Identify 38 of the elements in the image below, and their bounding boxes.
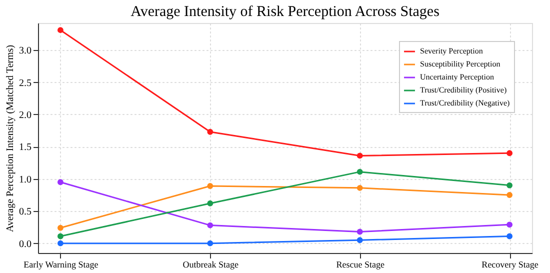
point — [356, 184, 363, 191]
point — [57, 179, 64, 186]
point — [207, 200, 214, 206]
y-tick-label: 2.5 — [19, 78, 32, 89]
point — [356, 228, 363, 235]
chart-title: Average Intensity of Risk Perception Across Stages — [130, 4, 440, 20]
point — [57, 27, 64, 34]
y-axis-title: Average Perception Intensity (Matched Terms) — [5, 44, 16, 232]
y-tick-label: 1.5 — [19, 142, 32, 154]
legend-label: Uncertainty Perception — [420, 72, 494, 82]
y-tick-label: 0.5 — [19, 206, 32, 218]
point — [57, 233, 64, 240]
point — [506, 222, 513, 228]
point — [356, 152, 363, 159]
point — [57, 240, 64, 246]
legend-label: Susceptibility Perception — [420, 60, 500, 68]
point — [506, 150, 513, 156]
x-tick-label: Recovery Stage — [482, 260, 538, 270]
legend-label: Trust/Credibility (Positive) — [420, 86, 507, 94]
y-tick-label: 3.0 — [19, 46, 32, 57]
point — [207, 128, 214, 135]
legend-label: Severity Perception — [420, 46, 483, 56]
point — [207, 222, 214, 228]
legend-label: Trust/Credibility (Negative) — [420, 98, 510, 108]
y-tick-label: 2.0 — [19, 110, 32, 121]
x-tick-label: Rescue Stage — [336, 260, 384, 270]
point — [207, 240, 214, 246]
point — [506, 192, 513, 198]
point — [506, 233, 513, 240]
point — [356, 168, 363, 175]
y-tick-label: 1.0 — [19, 174, 32, 186]
point — [57, 224, 64, 231]
x-tick-label: Early Warning Stage — [24, 260, 98, 270]
y-tick-label: 0.0 — [19, 238, 32, 250]
x-tick-label: Outbreak Stage — [182, 260, 239, 270]
point — [356, 237, 363, 244]
point — [506, 182, 513, 188]
point — [207, 183, 214, 189]
